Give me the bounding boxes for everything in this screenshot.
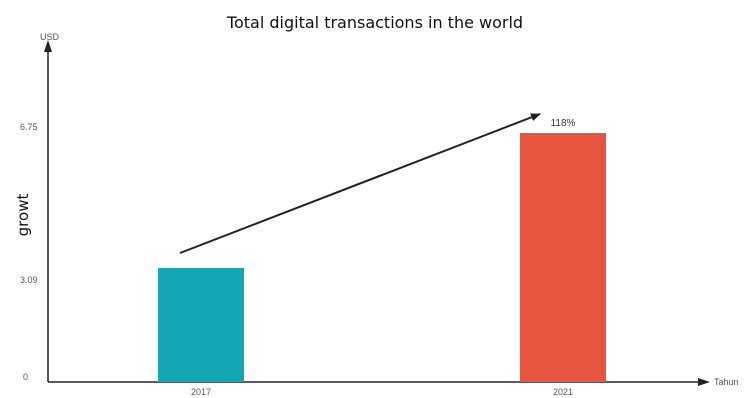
- y-axis-title: growt: [14, 194, 32, 237]
- growth-arrow: [179, 113, 541, 254]
- chart-title: Total digital transactions in the world: [226, 13, 523, 32]
- y-unit-label: USD: [40, 32, 60, 42]
- bar-2017: [158, 268, 244, 382]
- bar-2021: [520, 133, 606, 382]
- growth-percentage-label: 118%: [551, 118, 576, 129]
- x-axis-arrow: [698, 378, 710, 386]
- y-tick-6-75: 6.75: [20, 122, 38, 132]
- x-axis-label: Tahun: [714, 377, 739, 387]
- x-tick-2021: 2021: [553, 387, 573, 397]
- y-axis-arrow: [44, 40, 52, 52]
- x-tick-2017: 2017: [191, 387, 211, 397]
- y-tick-3-09: 3.09: [20, 275, 38, 285]
- y-tick-0: 0: [23, 372, 28, 382]
